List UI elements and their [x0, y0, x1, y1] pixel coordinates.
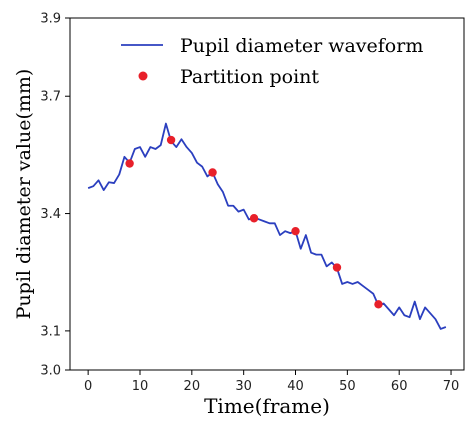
partition-point [208, 168, 217, 177]
y-tick-label: 3.1 [40, 324, 61, 339]
legend-label-partition: Partition point [180, 66, 319, 88]
y-tick-label: 3.0 [40, 364, 61, 379]
partition-points [125, 135, 383, 309]
legend: Pupil diameter waveform Partition point [121, 35, 423, 88]
x-tick-label: 40 [287, 379, 304, 394]
x-tick-label: 30 [235, 379, 252, 394]
partition-point [291, 226, 300, 236]
x-tick-label: 50 [339, 379, 356, 394]
x-tick-label: 0 [84, 379, 92, 394]
y-tick-label: 3.7 [40, 90, 61, 105]
partition-point [374, 300, 383, 309]
partition-point [166, 135, 176, 145]
x-tick-label: 70 [443, 379, 460, 394]
legend-dot-swatch [138, 71, 148, 81]
partition-point [125, 159, 134, 168]
series-line-pupil-diameter-waveform [87, 122, 447, 330]
x-tick-label: 20 [184, 379, 201, 394]
partition-point [332, 263, 342, 272]
y-tick-label: 3.9 [40, 12, 61, 27]
x-axis: 0 10 20 30 40 50 60 70 [84, 370, 459, 394]
partition-point [249, 214, 259, 223]
plot-frame [69, 17, 465, 371]
legend-label-waveform: Pupil diameter waveform [180, 35, 423, 57]
y-tick-label: 3.4 [40, 207, 61, 222]
x-tick-label: 10 [132, 379, 149, 394]
y-axis-title: Pupil diameter value(mm) [13, 69, 35, 320]
x-tick-label: 60 [391, 379, 408, 394]
y-axis: 3.0 3.1 3.4 3.7 3.9 [40, 12, 70, 379]
x-axis-title: Time(frame) [204, 394, 330, 418]
